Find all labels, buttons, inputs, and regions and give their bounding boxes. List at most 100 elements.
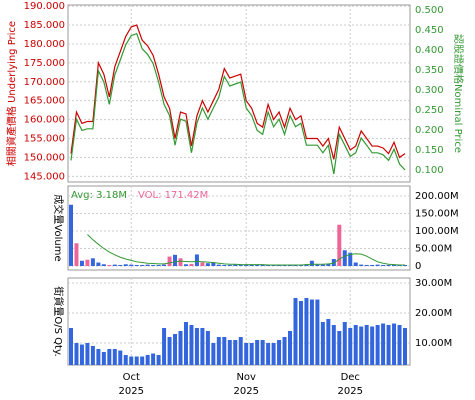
bar [304,264,309,267]
bar [200,328,205,365]
bar [79,260,84,267]
y2-tick-label: 0.350 [415,65,444,76]
bar [69,328,73,365]
y-tick-label: 50.00M [415,244,452,255]
bar [156,264,161,267]
bar [194,254,199,267]
bar [392,264,397,267]
bar [342,250,347,267]
bar [238,264,243,267]
bar [233,340,238,365]
bar [112,264,117,267]
bar [315,264,320,267]
bar [375,264,380,267]
bar [364,325,369,365]
bar [386,325,391,365]
bar [337,224,342,267]
bar [79,344,84,365]
bar [326,263,331,267]
bar [403,264,407,267]
bar [183,264,188,267]
bar [200,262,205,267]
x-tick-year: 2025 [338,386,363,397]
y-tick-label: 185.000 [24,20,65,31]
bar [189,325,194,365]
bar [178,258,183,267]
y-tick-label: 165.000 [24,96,65,107]
bar [403,328,407,365]
bar [397,325,402,365]
bar [90,258,95,267]
bar [320,322,325,365]
bar [145,264,150,267]
bar [293,264,298,267]
bar [309,260,314,267]
y-tick-label: 175.000 [24,58,65,69]
bar [189,263,194,267]
bar [298,301,303,365]
bar [96,349,101,365]
bar [107,264,112,267]
bar [255,264,260,267]
vol-label: VOL: 171.42M [138,190,208,201]
bar [107,349,112,365]
bar [173,334,178,365]
x-tick-label: Nov [236,372,256,383]
bar [118,264,123,267]
y-tick-label: 155.000 [24,134,65,145]
bar [342,322,347,365]
bar [326,319,331,365]
y2-tick-label: 0.450 [415,25,444,36]
bar [123,264,128,267]
bar [129,264,134,267]
bar [304,298,309,365]
price-line [70,24,406,160]
y-tick-label: 100.00M [415,226,459,237]
y-axis-title: 成交量Volume [52,194,65,261]
bar [255,340,260,365]
bar [216,337,221,365]
plot-area [67,185,411,271]
plot-area [67,4,411,183]
bar [211,262,216,267]
bar [397,264,402,267]
bar [129,356,134,365]
bar [167,337,172,365]
y2-tick-label: 0.400 [415,45,444,56]
bar [282,264,287,267]
bar [375,325,380,365]
bar [364,264,369,267]
y-tick-label: 20.00M [415,308,452,319]
bar [85,259,90,267]
bar [260,340,265,365]
bar [293,298,298,365]
y2-tick-label: 0.300 [415,85,444,96]
bar [348,252,353,267]
bar [227,340,232,365]
bar [277,340,282,365]
bar [211,343,216,365]
y-tick-label: 10.00M [415,338,452,349]
bar [96,262,101,267]
bar [69,204,73,267]
bar [205,263,210,267]
bar [309,299,314,365]
bar [145,355,150,365]
bar [134,264,139,267]
bar [134,356,139,365]
bar [298,264,303,267]
bar [331,259,336,267]
bar [90,346,95,365]
bar [249,264,254,267]
x-tick-year: 2025 [119,386,144,397]
y-tick-label: 200.00M [415,191,459,202]
bar [288,331,293,365]
bar [271,264,276,267]
y2-tick-label: 0.100 [415,165,444,176]
y2-tick-label: 0.500 [415,5,444,16]
y2-axis-title: 認股證價格Nominal Price [452,34,465,153]
avg-line [87,234,405,266]
price-line [70,32,406,175]
y-tick-label: 150.000 [24,152,65,163]
bar [74,243,79,267]
